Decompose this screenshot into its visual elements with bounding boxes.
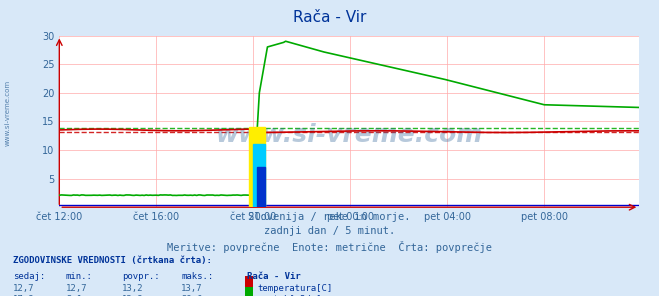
Text: ZGODOVINSKE VREDNOSTI (črtkana črta):: ZGODOVINSKE VREDNOSTI (črtkana črta): <box>13 256 212 265</box>
Text: povpr.:: povpr.: <box>122 272 159 281</box>
Bar <box>257 167 266 207</box>
Text: temperatura[C]: temperatura[C] <box>257 284 332 292</box>
Bar <box>253 144 266 207</box>
Text: www.si-vreme.com: www.si-vreme.com <box>5 79 11 146</box>
Text: 12,7: 12,7 <box>66 284 88 292</box>
Text: Rača - Vir: Rača - Vir <box>247 272 301 281</box>
Text: maks.:: maks.: <box>181 272 214 281</box>
Text: 2,1: 2,1 <box>66 295 82 296</box>
Text: Meritve: povprečne  Enote: metrične  Črta: povprečje: Meritve: povprečne Enote: metrične Črta:… <box>167 241 492 253</box>
Text: 13,7: 13,7 <box>181 284 203 292</box>
Text: Rača - Vir: Rača - Vir <box>293 10 366 25</box>
Text: 13,8: 13,8 <box>122 295 144 296</box>
Text: min.:: min.: <box>66 272 93 281</box>
Text: sedaj:: sedaj: <box>13 272 45 281</box>
Text: www.si-vreme.com: www.si-vreme.com <box>215 123 483 147</box>
Text: 12,7: 12,7 <box>13 284 35 292</box>
Bar <box>249 127 266 207</box>
Text: 13,2: 13,2 <box>122 284 144 292</box>
Text: zadnji dan / 5 minut.: zadnji dan / 5 minut. <box>264 226 395 237</box>
Text: 17,8: 17,8 <box>13 295 35 296</box>
Text: 29,0: 29,0 <box>181 295 203 296</box>
Text: pretok[m3/s]: pretok[m3/s] <box>257 295 322 296</box>
Text: Slovenija / reke in morje.: Slovenija / reke in morje. <box>248 212 411 222</box>
